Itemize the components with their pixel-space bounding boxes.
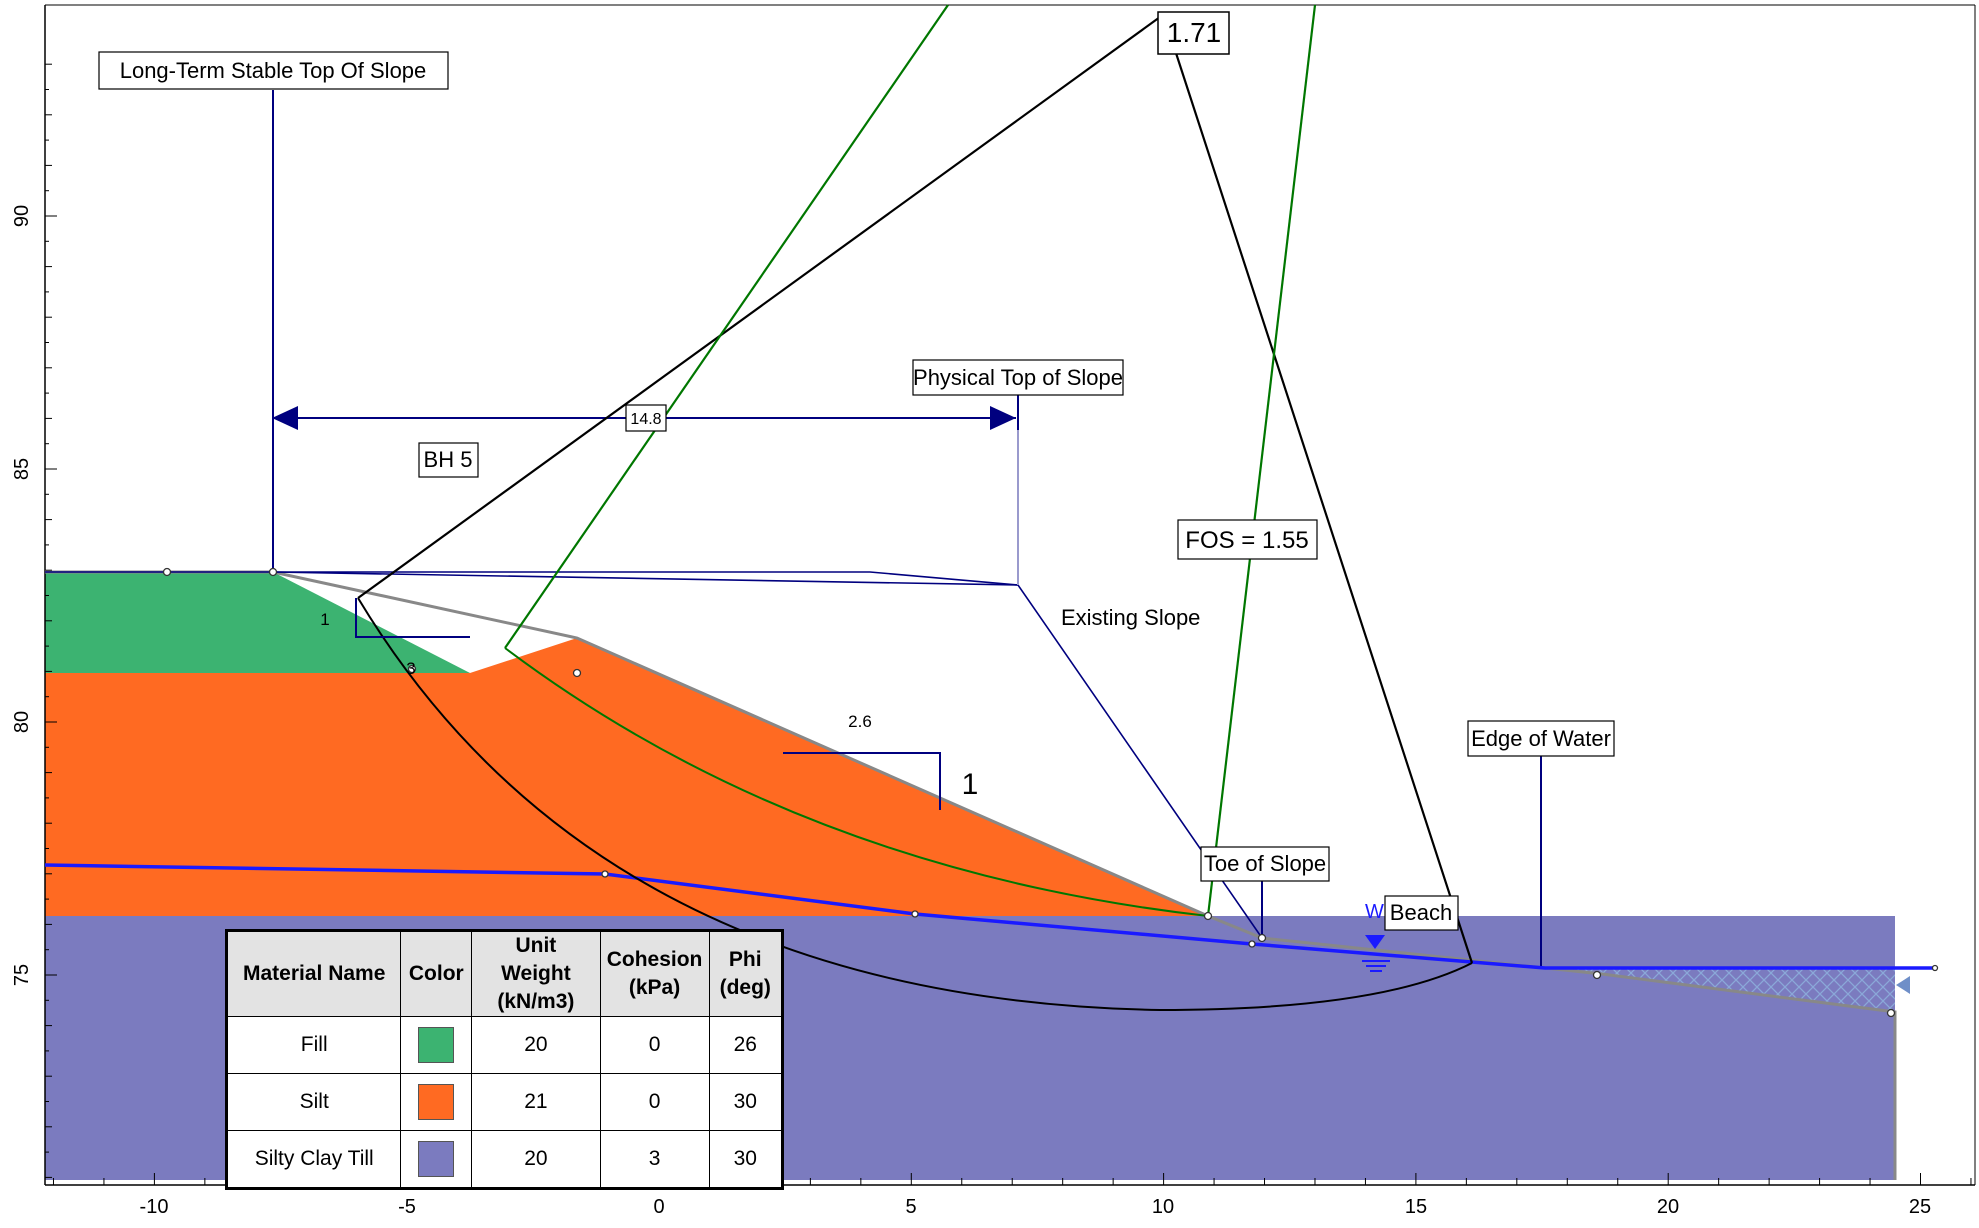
slope-ratio-symbol-1	[355, 598, 470, 638]
legend-header-row: Material Name Color Unit Weight (kN/m3) …	[225, 930, 784, 1017]
svg-text:Edge of Water: Edge of Water	[1471, 726, 1611, 751]
beach-label: Beach	[1384, 895, 1459, 931]
legend-header-unit-weight: Unit Weight (kN/m3)	[471, 930, 601, 1017]
legend-row-fill: Fill 20 0 26	[225, 1016, 784, 1074]
long-term-top-label: Long-Term Stable Top Of Slope	[98, 51, 449, 90]
material-name: Fill	[225, 1016, 402, 1074]
critical-radius-left	[357, 16, 1161, 599]
x-tick-label: -5	[398, 1196, 416, 1218]
material-name: Silt	[225, 1073, 402, 1131]
color-swatch	[418, 1027, 455, 1063]
silt-layer	[45, 638, 1208, 916]
svg-text:14.8: 14.8	[630, 411, 661, 428]
bh5-label: BH 5	[418, 442, 479, 478]
phi: 30	[708, 1130, 784, 1189]
existing-slope-label: Existing Slope	[1061, 605, 1200, 630]
legend-header-cohesion: Cohesion (kPa)	[599, 930, 710, 1017]
unit-weight: 20	[471, 1016, 601, 1074]
existing-slope-line	[45, 571, 1263, 939]
y-tick-label: 85	[11, 458, 33, 480]
water-level-icon	[1362, 935, 1390, 972]
legend-header-name: Material Name	[225, 930, 402, 1017]
slope2-horizontal-label: 2.6	[848, 712, 872, 731]
svg-text:1.71: 1.71	[1167, 17, 1222, 48]
fill-layer	[45, 572, 470, 673]
water-table-line	[44, 863, 1935, 970]
fos-label: FOS = 1.55	[1177, 519, 1318, 560]
y-axis-labels: 75 80 85 90	[11, 205, 33, 986]
toe-of-slope-label: Toe of Slope	[1200, 846, 1330, 882]
svg-text:Long-Term Stable Top Of Slope: Long-Term Stable Top Of Slope	[120, 58, 427, 83]
physical-top-label: Physical Top of Slope	[912, 359, 1124, 396]
x-tick-label: 25	[1909, 1196, 1931, 1218]
svg-text:Beach: Beach	[1390, 900, 1452, 925]
cohesion: 0	[599, 1073, 710, 1131]
vertex-points	[162, 567, 1939, 1018]
cohesion: 0	[599, 1016, 710, 1074]
slope2-vertical-label: 1	[962, 768, 979, 801]
color-swatch	[418, 1084, 455, 1120]
y-tick-label: 80	[11, 711, 33, 733]
y-tick-label: 90	[11, 205, 33, 227]
svg-text:FOS = 1.55: FOS = 1.55	[1185, 527, 1308, 554]
edge-of-water-label: Edge of Water	[1467, 720, 1615, 757]
x-tick-label: 15	[1405, 1196, 1427, 1218]
unit-weight: 20	[471, 1130, 601, 1189]
fos-radius-right	[1206, 4, 1317, 917]
legend-row-silt: Silt 21 0 30	[225, 1073, 784, 1131]
svg-text:BH 5: BH 5	[424, 447, 473, 472]
material-name: Silty Clay Till	[225, 1130, 402, 1189]
svg-text:Toe of Slope: Toe of Slope	[1204, 851, 1326, 876]
material-color	[400, 1130, 473, 1189]
cohesion: 3	[599, 1130, 710, 1189]
legend-header-color: Color	[400, 930, 473, 1017]
legend-header-phi: Phi (deg)	[708, 930, 784, 1017]
svg-text:Physical Top of Slope: Physical Top of Slope	[913, 365, 1123, 390]
long-term-slope-line	[272, 571, 1019, 586]
critical-slip-surface	[357, 597, 1473, 1012]
material-legend-table: Material Name Color Unit Weight (kN/m3) …	[225, 929, 784, 1190]
legend-row-till: Silty Clay Till 20 3 30	[225, 1130, 784, 1189]
material-color	[400, 1016, 473, 1074]
unit-weight: 21	[471, 1073, 601, 1131]
water-symbol-label: W	[1365, 901, 1384, 923]
fos-slip-surface	[504, 647, 1209, 917]
x-tick-label: 5	[905, 1196, 916, 1218]
distance-label: 14.8	[625, 404, 667, 432]
material-color	[400, 1073, 473, 1131]
slope1-vertical-label: 1	[320, 610, 329, 629]
critical-radius-right	[1173, 49, 1474, 964]
phi: 30	[708, 1073, 784, 1131]
x-axis-labels: -10 -5 0 5 10 15 20 25	[140, 1196, 1932, 1218]
critical-fos-label: 1.71	[1157, 11, 1230, 55]
till-surface-zone	[1208, 916, 1895, 1180]
fos-radius-left	[504, 4, 949, 649]
phi: 26	[708, 1016, 784, 1074]
x-tick-label: 20	[1657, 1196, 1679, 1218]
x-tick-label: 10	[1152, 1196, 1174, 1218]
color-swatch	[418, 1141, 455, 1177]
boundary-marker-icon	[1896, 976, 1910, 994]
slope1-horizontal-label: 3	[406, 659, 415, 678]
x-tick-label: -10	[140, 1196, 169, 1218]
x-tick-label: 0	[653, 1196, 664, 1218]
y-tick-label: 75	[11, 964, 33, 986]
slope-ratio-symbol-2	[783, 752, 941, 810]
